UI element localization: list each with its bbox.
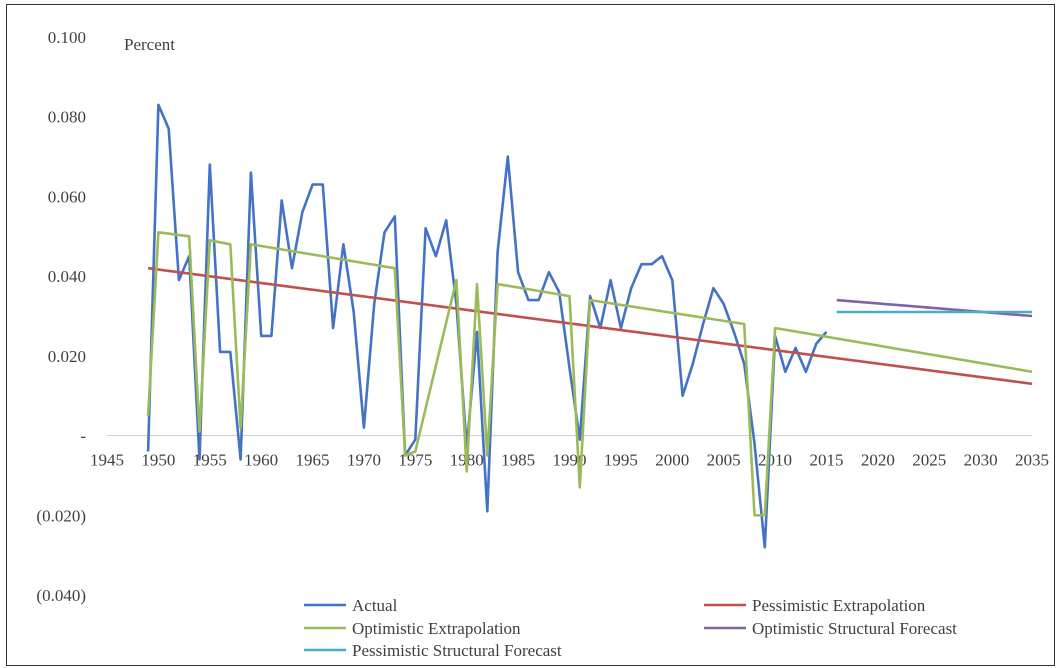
legend-item: Pessimistic Extrapolation	[704, 596, 926, 615]
series-lines	[146, 103, 1033, 549]
chart-frame	[6, 4, 1055, 666]
legend-item: Optimistic Structural Forecast	[704, 619, 957, 638]
x-tick-label: 1975	[398, 451, 432, 470]
x-tick-label: 2030	[964, 451, 998, 470]
series-line-optimistic-structural-forecast	[836, 298, 1033, 318]
y-tick-label: 0.100	[48, 28, 86, 47]
legend-label: Optimistic Extrapolation	[352, 619, 521, 638]
x-tick-label: 1970	[347, 451, 381, 470]
x-tick-label: 1955	[193, 451, 227, 470]
x-tick-label: 2025	[912, 451, 946, 470]
y-tick-labels: (0.040) (0.020) - 0.020 0.040 0.060 0.080 0.100	[36, 28, 86, 605]
y-tick-label: 0.060	[48, 187, 86, 206]
x-tick-label: 2035	[1015, 451, 1049, 470]
y-tick-label: 0.080	[48, 108, 86, 127]
y-tick-label: (0.020)	[36, 506, 86, 525]
legend-label: Actual	[352, 596, 398, 615]
legend-item: Actual	[304, 596, 398, 615]
x-tick-label: 1965	[296, 451, 330, 470]
y-tick-label: 0.020	[48, 347, 86, 366]
x-tick-label: 1985	[501, 451, 535, 470]
legend-item: Pessimistic Structural Forecast	[304, 641, 562, 660]
x-tick-label: 1945	[90, 451, 124, 470]
legend-label: Pessimistic Structural Forecast	[352, 641, 562, 660]
series-line-optimistic-extrapolation	[146, 231, 1033, 517]
series-line-actual	[146, 103, 828, 549]
x-tick-label: 2020	[861, 451, 895, 470]
series-line-pessimistic-extrapolation	[147, 266, 1033, 386]
x-tick-label: 1995	[604, 451, 638, 470]
x-tick-label: 1960	[244, 451, 278, 470]
y-tick-label: (0.040)	[36, 586, 86, 605]
x-tick-labels: 1945 1950 1955 1960 1965 1970 1975 1980 1985 1990…	[90, 451, 1049, 470]
legend: Actual Pessimistic Extrapolation Optimisti…	[304, 596, 957, 660]
legend-label: Optimistic Structural Forecast	[752, 619, 957, 638]
x-tick-label: 2005	[707, 451, 741, 470]
x-tick-label: 2015	[809, 451, 843, 470]
y-axis-title: Percent	[124, 35, 175, 54]
x-tick-label: 2010	[758, 451, 792, 470]
legend-label: Pessimistic Extrapolation	[752, 596, 926, 615]
x-tick-label: 1950	[141, 451, 175, 470]
y-tick-label: -	[80, 427, 86, 446]
legend-item: Optimistic Extrapolation	[304, 619, 521, 638]
y-tick-label: 0.040	[48, 267, 86, 286]
x-tick-label: 2000	[655, 451, 689, 470]
